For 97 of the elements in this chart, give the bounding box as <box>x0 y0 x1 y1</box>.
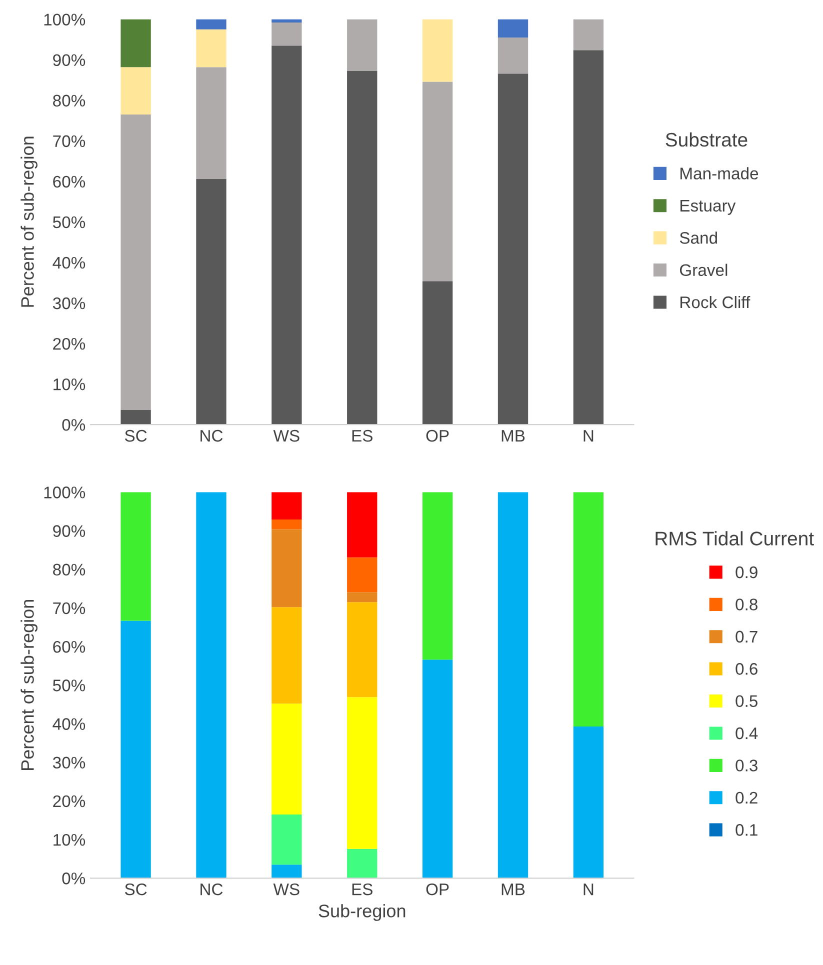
bar <box>272 607 302 704</box>
bar <box>498 38 528 74</box>
y-tick-label: 60% <box>53 176 86 188</box>
legend-label: 0.3 <box>736 760 758 772</box>
bar <box>272 814 302 865</box>
legend-label: Rock Cliff <box>680 296 750 308</box>
x-tick-label: OP <box>426 883 449 896</box>
bar <box>272 704 302 814</box>
bar <box>573 19 604 50</box>
bar <box>347 592 378 602</box>
x-tick-label: WS <box>273 430 300 442</box>
bar <box>272 529 302 608</box>
bar <box>422 660 453 878</box>
y-tick-label: 100% <box>44 486 86 498</box>
bar <box>347 492 378 558</box>
bar <box>272 492 302 520</box>
bar <box>120 67 151 115</box>
bar <box>498 492 528 878</box>
legend-label: 0.7 <box>736 630 758 643</box>
legend-label: 0.6 <box>736 663 758 675</box>
x-tick-label: MB <box>502 884 525 896</box>
bar <box>196 29 226 68</box>
y-axis-title: Percent of sub-region <box>20 600 38 770</box>
bar <box>422 19 453 82</box>
legend-label: 0.2 <box>736 792 758 804</box>
y-tick-label: 10% <box>54 378 86 390</box>
y-tick-label: 90% <box>53 54 86 66</box>
bar <box>120 620 151 878</box>
bar <box>347 602 378 698</box>
bar <box>272 520 302 530</box>
y-tick-label: 50% <box>52 216 86 228</box>
x-tick-label: ES <box>352 883 372 896</box>
legend-label: Estuary <box>680 200 736 215</box>
bar <box>272 864 302 878</box>
bar <box>422 82 453 282</box>
bar <box>573 50 604 425</box>
y-tick-label: 90% <box>53 525 86 537</box>
x-tick-label: N <box>584 884 594 896</box>
bar <box>196 19 226 30</box>
bar <box>272 22 302 46</box>
y-tick-label: 0% <box>62 419 86 431</box>
legend-label: 0.8 <box>736 598 758 610</box>
bar <box>347 697 378 849</box>
bar <box>347 557 378 592</box>
bar <box>120 114 151 410</box>
legend-label: 0.4 <box>736 727 758 740</box>
y-tick-label: 40% <box>52 718 86 730</box>
bar <box>272 46 302 425</box>
bar <box>422 492 453 660</box>
bar <box>573 492 604 726</box>
y-tick-label: 70% <box>53 602 86 614</box>
y-tick-label: 0% <box>62 872 86 884</box>
x-tick-label: NC <box>200 430 223 442</box>
x-tick-label: NC <box>200 883 223 896</box>
bar <box>120 410 151 425</box>
y-tick-label: 30% <box>52 756 86 769</box>
y-tick-label: 70% <box>53 135 86 148</box>
x-tick-label: MB <box>502 430 525 442</box>
legend-title: Substrate <box>666 132 748 147</box>
bar <box>573 726 604 878</box>
bar <box>498 74 528 425</box>
bar <box>347 848 378 878</box>
legend-label: 0.9 <box>736 566 758 578</box>
y-tick-label: 10% <box>54 834 86 846</box>
y-tick-label: 80% <box>53 564 86 576</box>
bar <box>498 19 528 38</box>
x-tick-label: SC <box>124 883 147 896</box>
bar <box>347 19 378 71</box>
bar <box>196 492 226 878</box>
legend-label: Gravel <box>680 264 728 276</box>
y-tick-label: 20% <box>53 795 86 808</box>
legend-title: RMS Tidal Current <box>656 531 814 546</box>
y-tick-label: 100% <box>44 14 86 26</box>
x-axis-title: Sub-region <box>318 904 406 921</box>
y-axis-title: Percent of sub-region <box>20 136 38 307</box>
x-tick-label: N <box>584 430 594 442</box>
y-tick-label: 80% <box>53 94 86 107</box>
legend-label: 0.5 <box>736 695 758 708</box>
x-tick-label: OP <box>426 430 449 442</box>
bar <box>196 178 226 425</box>
bar <box>347 70 378 425</box>
y-tick-label: 40% <box>52 256 86 269</box>
bar <box>120 19 151 68</box>
x-tick-label: WS <box>273 883 300 896</box>
legend-label: Sand <box>680 232 717 244</box>
y-tick-label: 20% <box>53 338 86 350</box>
legend-label: Man-made <box>680 167 758 180</box>
bar <box>272 19 302 23</box>
x-tick-label: SC <box>124 430 147 442</box>
y-tick-label: 30% <box>52 297 86 310</box>
y-tick-label: 50% <box>52 680 86 692</box>
bar <box>120 492 151 621</box>
bar <box>422 281 453 425</box>
x-tick-label: ES <box>352 430 372 442</box>
y-tick-label: 60% <box>53 640 86 653</box>
bar <box>196 67 226 179</box>
legend-label: 0.1 <box>736 824 758 836</box>
